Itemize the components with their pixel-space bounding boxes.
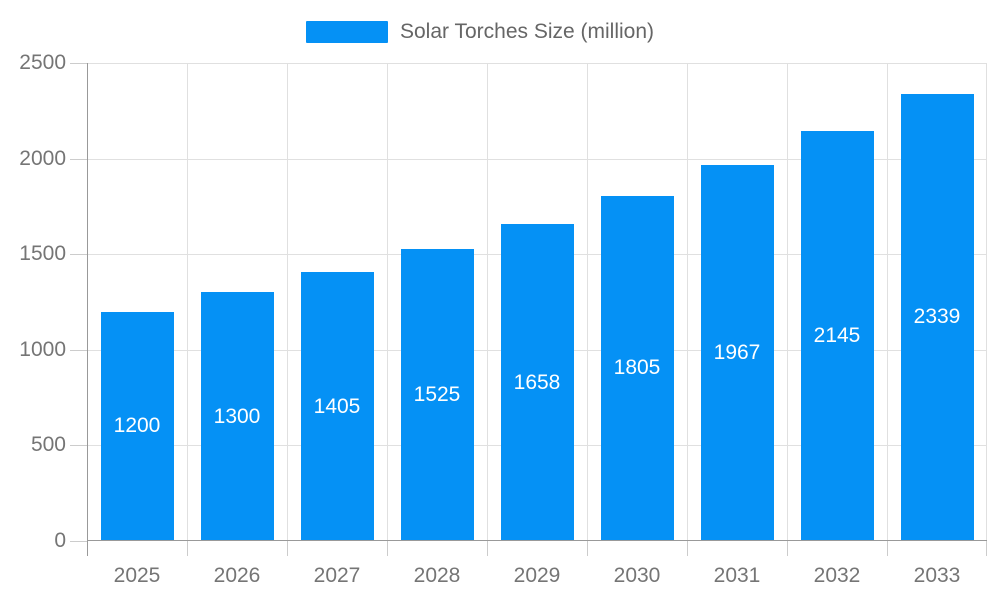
y-tick-label: 1000 — [19, 337, 66, 361]
bar-value-label: 1525 — [413, 383, 461, 407]
gridline-vertical — [887, 63, 888, 541]
x-tick-label: 2032 — [813, 564, 861, 587]
x-tick-label: 2028 — [413, 564, 461, 587]
bar-value-label: 1805 — [613, 356, 661, 380]
bar-value-label: 1405 — [313, 394, 361, 418]
bar-value-label: 1300 — [213, 404, 261, 428]
gridline-horizontal — [87, 158, 987, 160]
x-axis-tick — [687, 541, 688, 556]
bar-value-label: 2145 — [813, 323, 861, 347]
x-axis-tick — [986, 541, 987, 556]
plot-border-top — [87, 63, 987, 64]
x-axis-tick — [787, 541, 788, 556]
bar: 2339 — [900, 93, 974, 541]
y-tick-label: 500 — [30, 433, 66, 457]
plot-border-right — [986, 63, 987, 541]
x-axis-tick — [887, 541, 888, 556]
gridline-vertical — [287, 63, 288, 541]
gridline-vertical — [187, 63, 188, 541]
bar: 1405 — [300, 272, 374, 541]
bar: 1525 — [400, 249, 474, 541]
y-tick-label: 2000 — [19, 146, 66, 170]
legend-label: Solar Torches Size (million) — [400, 20, 655, 43]
bar: 2145 — [800, 130, 874, 541]
x-tick-label: 2029 — [513, 564, 561, 587]
x-tick-label: 2026 — [213, 564, 261, 587]
x-axis-line — [87, 540, 987, 541]
x-axis-tick — [487, 541, 488, 556]
x-axis-tick — [87, 541, 88, 556]
y-tick-label: 0 — [54, 529, 66, 552]
y-axis-line — [87, 63, 88, 541]
bar-value-label: 1200 — [113, 414, 161, 438]
gridline-vertical — [487, 63, 488, 541]
bar-value-label: 2339 — [913, 305, 961, 329]
x-axis-tick — [287, 541, 288, 556]
bar: 1300 — [200, 292, 274, 541]
gridline-vertical — [687, 63, 688, 541]
y-axis-tick — [70, 445, 87, 447]
bar-value-label: 1658 — [513, 370, 561, 394]
bar: 1200 — [100, 311, 174, 541]
bar: 1967 — [700, 164, 774, 541]
bar: 1658 — [500, 224, 574, 541]
x-axis-tick — [587, 541, 588, 556]
gridline-vertical — [587, 63, 588, 541]
y-axis-tick — [70, 63, 87, 64]
x-axis-tick — [387, 541, 388, 556]
y-axis-tick — [70, 158, 87, 160]
x-axis-tick — [187, 541, 188, 556]
x-tick-label: 2033 — [913, 564, 961, 587]
legend-item[interactable]: Solar Torches Size (million) — [306, 21, 654, 43]
y-tick-label: 2500 — [19, 51, 66, 74]
bar: 1805 — [600, 195, 674, 541]
y-axis-tick — [70, 541, 87, 542]
x-tick-label: 2025 — [113, 564, 161, 587]
x-tick-label: 2027 — [313, 564, 361, 587]
y-tick-label: 1500 — [19, 242, 66, 266]
bar-value-label: 1967 — [713, 340, 761, 364]
x-tick-label: 2031 — [713, 564, 761, 587]
y-axis-tick — [70, 254, 87, 256]
y-axis-tick — [70, 349, 87, 351]
legend-swatch-icon — [306, 21, 388, 43]
gridline-vertical — [387, 63, 388, 541]
gridline-vertical — [787, 63, 788, 541]
x-tick-label: 2030 — [613, 564, 661, 587]
plot-area: 0 500 1000 1500 2000 2500 1200 2025 1300 2026 1405… — [19, 51, 987, 587]
